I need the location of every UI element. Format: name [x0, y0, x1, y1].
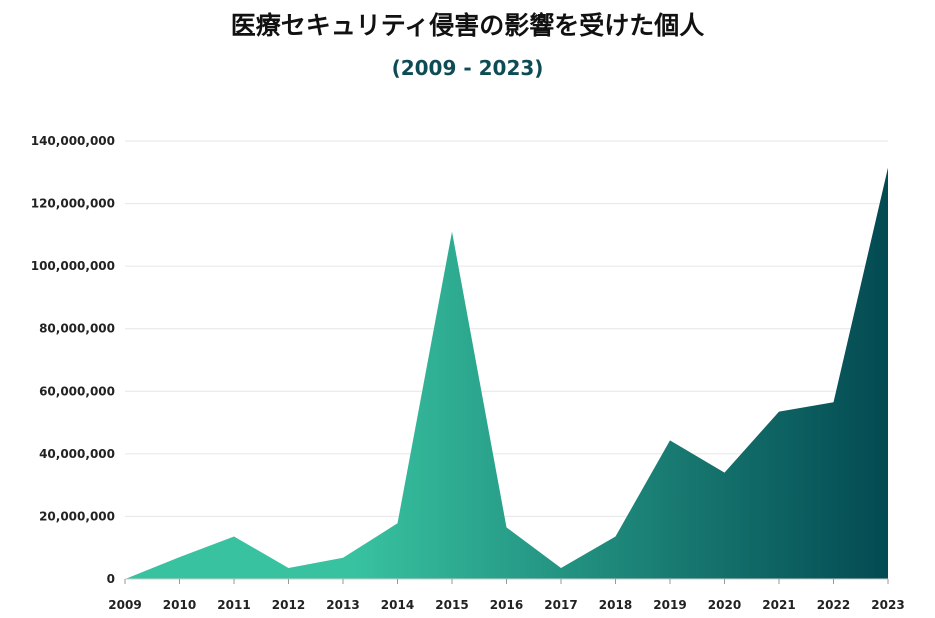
y-tick-label: 20,000,000 — [39, 509, 115, 523]
chart-title: 医療セキュリティ侵害の影響を受けた個人 — [230, 11, 705, 40]
y-tick-label: 80,000,000 — [39, 322, 115, 336]
y-tick-label: 100,000,000 — [31, 259, 115, 273]
x-axis: 2009 2010 2011 2012 2013 2014 2015 2016 2017 2018… — [108, 579, 905, 612]
x-tick-label: 2014 — [381, 598, 414, 612]
y-tick-label: 60,000,000 — [39, 384, 115, 398]
x-tick-label: 2018 — [599, 598, 632, 612]
chart-subtitle: (2009 - 2023) — [391, 56, 544, 80]
x-tick-label: 2016 — [490, 598, 523, 612]
x-tick-label: 2019 — [653, 598, 686, 612]
y-tick-label: 40,000,000 — [39, 447, 115, 461]
area-series — [125, 167, 888, 580]
y-tick-label: 140,000,000 — [31, 134, 115, 148]
y-tick-label: 0 — [107, 572, 115, 586]
x-tick-label: 2021 — [762, 598, 795, 612]
x-tick-label: 2009 — [108, 598, 141, 612]
x-tick-label: 2017 — [544, 598, 577, 612]
x-tick-label: 2023 — [871, 598, 904, 612]
x-tick-label: 2013 — [326, 598, 359, 612]
x-tick-label: 2020 — [708, 598, 741, 612]
x-tick-label: 2012 — [272, 598, 305, 612]
x-tick-label: 2010 — [163, 598, 196, 612]
grid-lines — [125, 140, 888, 517]
y-tick-label: 120,000,000 — [31, 197, 115, 211]
x-tick-label: 2022 — [817, 598, 850, 612]
x-tick-label: 2015 — [435, 598, 468, 612]
x-tick-label: 2011 — [217, 598, 250, 612]
y-axis: 0 20,000,000 40,000,000 60,000,000 80,000,00… — [31, 134, 115, 586]
